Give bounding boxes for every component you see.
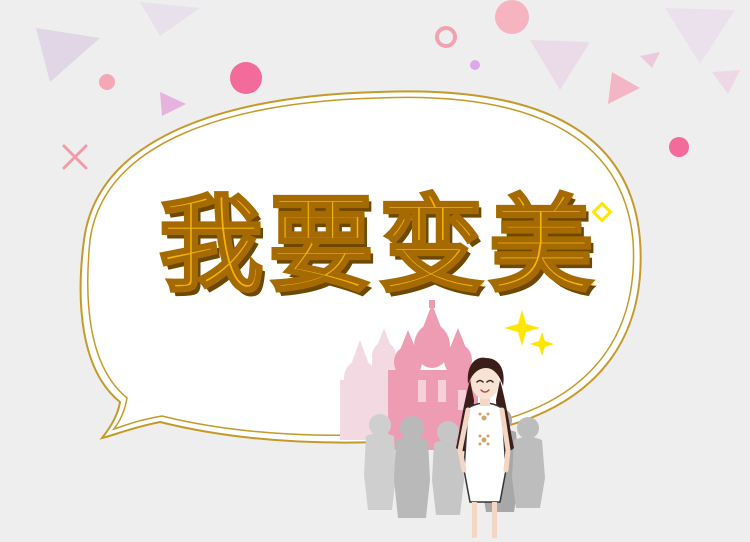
triangle-shape — [140, 2, 200, 36]
circle-shape — [669, 137, 689, 157]
triangle-shape — [530, 40, 590, 90]
diamond-shape — [591, 201, 613, 223]
speech-bubble — [79, 90, 642, 444]
sparkle-icon — [504, 310, 554, 356]
triangle-shape — [640, 52, 660, 68]
triangle-shape — [712, 70, 740, 94]
woman-character — [456, 357, 514, 538]
circle-shape — [470, 60, 480, 70]
circle-shape — [230, 62, 262, 94]
ring-shape — [435, 26, 457, 48]
decor-triangles — [36, 2, 740, 116]
decor-circles — [99, 0, 689, 157]
triangle-shape — [665, 8, 735, 64]
triangle-shape — [36, 28, 100, 82]
banner-title: 我要变美 — [157, 184, 599, 307]
triangle-shape — [160, 92, 186, 116]
circle-shape — [495, 0, 529, 34]
cross-icon — [62, 144, 88, 170]
circle-shape — [99, 74, 115, 90]
triangle-shape — [608, 72, 640, 104]
